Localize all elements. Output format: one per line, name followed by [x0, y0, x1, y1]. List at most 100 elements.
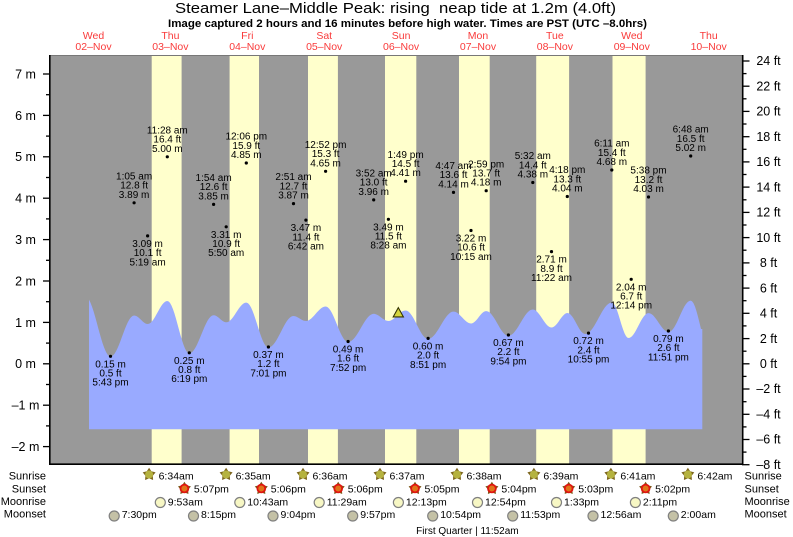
svg-text:7:01 pm: 7:01 pm — [250, 368, 286, 379]
svg-text:4.38 m: 4.38 m — [518, 170, 549, 181]
svg-text:5:32 am: 5:32 am — [515, 151, 551, 162]
svg-text:07–Nov: 07–Nov — [460, 41, 497, 53]
svg-text:4:47 am: 4:47 am — [435, 161, 471, 172]
svg-text:14.5 ft: 14.5 ft — [392, 159, 420, 170]
svg-text:Sunset: Sunset — [745, 483, 779, 495]
svg-text:4:18 pm: 4:18 pm — [549, 165, 585, 176]
svg-text:Tue: Tue — [546, 30, 564, 42]
svg-text:Moonset: Moonset — [745, 509, 787, 521]
svg-text:6:37am: 6:37am — [390, 471, 425, 483]
svg-text:9:04pm: 9:04pm — [281, 509, 316, 521]
svg-text:2.04 m: 2.04 m — [616, 282, 647, 293]
svg-text:2:00am: 2:00am — [681, 509, 716, 521]
svg-text:–1 m: –1 m — [12, 399, 40, 413]
svg-text:15.4 ft: 15.4 ft — [598, 148, 626, 159]
svg-text:0.37 m: 0.37 m — [253, 350, 284, 361]
svg-text:1 m: 1 m — [15, 316, 36, 330]
svg-text:13.7 ft: 13.7 ft — [472, 169, 500, 180]
svg-text:1.6 ft: 1.6 ft — [337, 354, 359, 365]
svg-text:0.79 m: 0.79 m — [653, 334, 684, 345]
svg-text:5.02 m: 5.02 m — [675, 143, 706, 154]
svg-text:12.7 ft: 12.7 ft — [280, 181, 308, 192]
svg-text:3.89 m: 3.89 m — [119, 190, 150, 201]
svg-text:11:51 pm: 11:51 pm — [648, 352, 689, 363]
svg-text:5:04pm: 5:04pm — [501, 484, 536, 496]
svg-text:5:38 pm: 5:38 pm — [630, 166, 666, 177]
svg-text:First Quarter | 11:52am: First Quarter | 11:52am — [416, 526, 518, 537]
svg-text:13.3 ft: 13.3 ft — [553, 174, 581, 185]
svg-text:3.87 m: 3.87 m — [278, 191, 309, 202]
svg-text:10:54pm: 10:54pm — [440, 509, 481, 521]
svg-text:9:57pm: 9:57pm — [360, 509, 395, 521]
svg-text:–4 ft: –4 ft — [756, 408, 781, 422]
svg-text:2.4 ft: 2.4 ft — [577, 345, 599, 356]
svg-text:Mon: Mon — [468, 30, 489, 42]
svg-text:8 ft: 8 ft — [760, 256, 778, 270]
svg-text:6:38am: 6:38am — [467, 471, 502, 483]
svg-text:Wed: Wed — [621, 30, 643, 42]
svg-text:1:05 am: 1:05 am — [116, 171, 152, 182]
svg-text:0.60 m: 0.60 m — [413, 341, 444, 352]
svg-text:5 m: 5 m — [15, 150, 36, 164]
svg-text:05–Nov: 05–Nov — [306, 41, 343, 53]
svg-text:4.65 m: 4.65 m — [310, 158, 341, 169]
svg-text:2:11pm: 2:11pm — [643, 496, 677, 508]
svg-text:Moonset: Moonset — [4, 509, 46, 521]
svg-text:6:19 pm: 6:19 pm — [171, 374, 207, 385]
svg-text:5:06pm: 5:06pm — [271, 484, 306, 496]
svg-text:13.2 ft: 13.2 ft — [635, 175, 663, 186]
svg-text:14 ft: 14 ft — [756, 180, 781, 194]
svg-text:Sat: Sat — [316, 30, 332, 42]
svg-text:3.96 m: 3.96 m — [358, 187, 389, 198]
svg-text:13.0 ft: 13.0 ft — [360, 178, 388, 189]
svg-text:2.0 ft: 2.0 ft — [417, 351, 439, 362]
svg-text:8:15pm: 8:15pm — [201, 509, 236, 521]
svg-text:24 ft: 24 ft — [756, 54, 781, 68]
svg-text:3.49 m: 3.49 m — [373, 222, 404, 233]
svg-text:–2 ft: –2 ft — [756, 382, 781, 396]
svg-text:Sunrise: Sunrise — [9, 471, 46, 483]
svg-text:–2 m: –2 m — [12, 440, 40, 454]
svg-text:0 ft: 0 ft — [760, 357, 778, 371]
svg-text:15.9 ft: 15.9 ft — [232, 141, 260, 152]
svg-text:10.1 ft: 10.1 ft — [134, 248, 162, 259]
svg-text:6:11 am: 6:11 am — [594, 139, 629, 150]
svg-text:4 m: 4 m — [15, 192, 36, 206]
svg-text:2:51 am: 2:51 am — [275, 172, 311, 183]
svg-text:0 m: 0 m — [15, 357, 36, 371]
svg-text:6 ft: 6 ft — [760, 281, 778, 295]
svg-text:20 ft: 20 ft — [756, 105, 781, 119]
svg-text:2.71 m: 2.71 m — [536, 255, 567, 266]
svg-text:Moonrise: Moonrise — [1, 496, 46, 508]
svg-text:04–Nov: 04–Nov — [229, 41, 266, 53]
svg-text:12:13pm: 12:13pm — [406, 496, 447, 508]
svg-text:Fri: Fri — [241, 30, 253, 42]
svg-text:10:43am: 10:43am — [247, 496, 288, 508]
svg-text:4 ft: 4 ft — [760, 307, 778, 321]
svg-text:4.14 m: 4.14 m — [438, 179, 469, 190]
svg-text:0.8 ft: 0.8 ft — [178, 365, 200, 376]
svg-text:16.4 ft: 16.4 ft — [153, 135, 181, 146]
svg-text:5.00 m: 5.00 m — [152, 144, 183, 155]
svg-text:9:54 pm: 9:54 pm — [490, 356, 526, 367]
svg-text:10 ft: 10 ft — [756, 231, 781, 245]
svg-text:11:22 am: 11:22 am — [531, 273, 572, 284]
svg-text:0.15 m: 0.15 m — [95, 359, 126, 370]
svg-text:2:59 pm: 2:59 pm — [468, 159, 504, 170]
svg-text:8:51 pm: 8:51 pm — [410, 360, 446, 371]
svg-text:4.18 m: 4.18 m — [471, 178, 502, 189]
svg-text:12:52 pm: 12:52 pm — [305, 140, 347, 151]
svg-text:0.67 m: 0.67 m — [493, 338, 524, 349]
svg-text:1:54 am: 1:54 am — [196, 173, 232, 184]
svg-text:3:52 am: 3:52 am — [356, 169, 392, 180]
svg-text:11:53pm: 11:53pm — [520, 509, 560, 521]
svg-text:02–Nov: 02–Nov — [75, 41, 112, 53]
svg-text:11:28 am: 11:28 am — [147, 125, 188, 136]
svg-text:5:43 pm: 5:43 pm — [92, 378, 128, 389]
svg-text:6:41am: 6:41am — [620, 471, 655, 483]
svg-text:12:56am: 12:56am — [601, 509, 642, 521]
svg-text:3.85 m: 3.85 m — [198, 191, 229, 202]
svg-text:5:50 am: 5:50 am — [208, 248, 244, 259]
svg-text:5:06pm: 5:06pm — [348, 484, 383, 496]
svg-text:13.6 ft: 13.6 ft — [440, 170, 468, 181]
